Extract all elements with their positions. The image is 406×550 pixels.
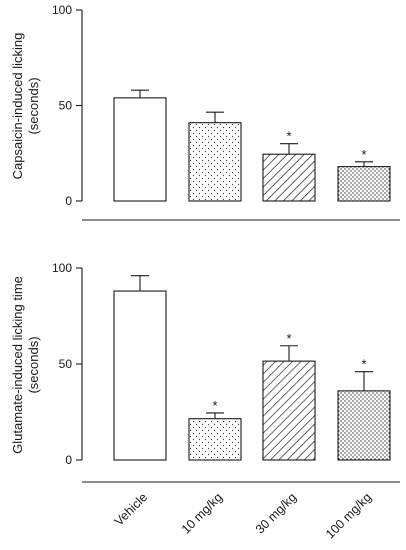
glutamate-y-axis-label: Glutamate-induced licking time (seconds)	[10, 276, 41, 454]
capsaicin-y-axis-label-line-2: (seconds)	[26, 77, 41, 134]
capsaicin-y-tick-label: 0	[65, 194, 72, 208]
capsaicin-y-ticks: 0 50 100	[52, 3, 82, 208]
glutamate-y-ticks: 0 50 100	[52, 261, 82, 467]
glutamate-significance-marker: *	[212, 398, 217, 413]
glutamate-y-tick-label: 50	[59, 357, 73, 371]
x-tick-label: Vehicle	[112, 490, 150, 528]
x-tick-labels: Vehicle 10 mg/kg 30 mg/kg 100 mg/kg	[112, 490, 374, 541]
capsaicin-significance-marker: *	[286, 129, 291, 144]
capsaicin-significance-marker: *	[361, 147, 366, 162]
capsaicin-y-axis-label: Capsaicin-induced licking (seconds)	[10, 33, 41, 180]
glutamate-bar	[337, 390, 391, 461]
capsaicin-bars: **	[113, 89, 391, 202]
glutamate-bar	[262, 360, 316, 461]
capsaicin-panel: Capsaicin-induced licking (seconds) 0 50 1…	[10, 3, 400, 221]
glutamate-bars: * * *	[113, 275, 391, 461]
capsaicin-y-tick-label: 100	[52, 3, 72, 17]
glutamate-y-tick-label: 0	[65, 453, 72, 467]
capsaicin-bar	[113, 97, 167, 202]
capsaicin-bar	[188, 122, 242, 202]
x-tick-label: 10 mg/kg	[179, 490, 225, 536]
capsaicin-bar	[337, 166, 391, 202]
capsaicin-y-axis-label-line-1: Capsaicin-induced licking	[10, 33, 25, 180]
x-tick-label: 30 mg/kg	[253, 490, 299, 536]
glutamate-significance-marker: *	[286, 331, 291, 346]
glutamate-bar	[188, 418, 242, 461]
glutamate-y-axis-label-line-2: (seconds)	[26, 336, 41, 393]
glutamate-y-axis-label-line-1: Glutamate-induced licking time	[10, 276, 25, 454]
glutamate-y-tick-label: 100	[52, 261, 72, 275]
glutamate-panel: Glutamate-induced licking time (seconds)…	[10, 261, 400, 483]
capsaicin-bar	[262, 153, 316, 202]
glutamate-significance-marker: *	[361, 357, 366, 372]
capsaicin-y-tick-label: 50	[59, 99, 73, 113]
x-tick-label: 100 mg/kg	[323, 490, 374, 541]
glutamate-bar	[113, 290, 167, 461]
